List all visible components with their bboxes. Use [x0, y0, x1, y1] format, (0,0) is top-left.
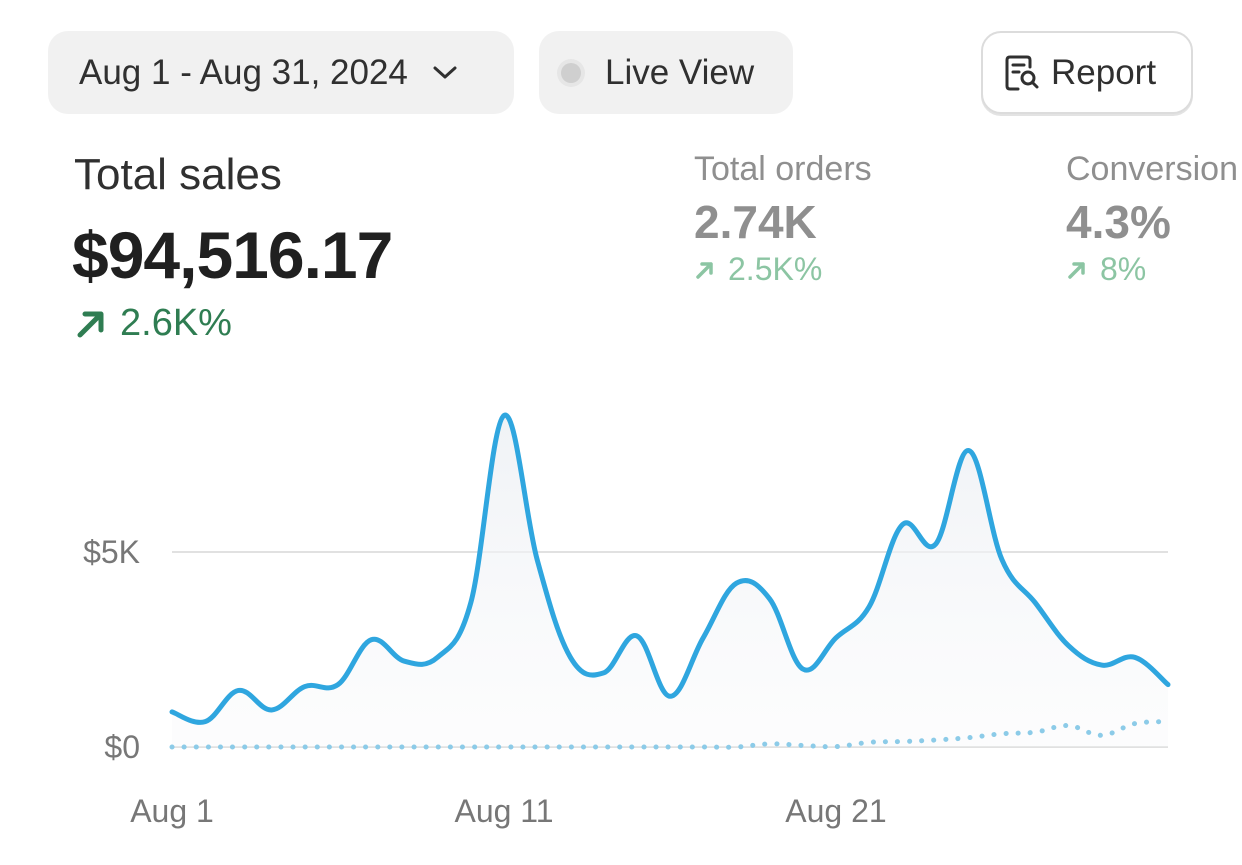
live-status-dot-icon [561, 62, 581, 83]
chevron-down-icon [430, 58, 460, 88]
total-orders-value: 2.74K [694, 196, 817, 248]
total-sales-label: Total sales [74, 150, 282, 199]
total-orders-delta: 2.5K% [694, 251, 872, 288]
date-range-label: Aug 1 - Aug 31, 2024 [79, 52, 408, 92]
report-label: Report [1051, 52, 1157, 92]
x-tick-label: Aug 11 [454, 793, 553, 829]
x-tick-label: Aug 1 [130, 793, 214, 829]
arrow-up-right-icon [77, 311, 104, 337]
conversion-value: 4.3% [1066, 196, 1171, 248]
y-tick-label: $0 [104, 729, 140, 765]
report-button[interactable]: Report [981, 31, 1193, 114]
total-orders-metric[interactable]: Total orders 2.74K 2.5K% [694, 150, 872, 288]
current-period-line[interactable] [169, 412, 1171, 725]
total-sales-delta-value: 2.6K% [120, 302, 232, 344]
y-tick-label: $5K [83, 534, 140, 570]
report-search-icon [1003, 53, 1043, 93]
date-range-picker[interactable]: Aug 1 - Aug 31, 2024 [48, 31, 514, 114]
conversion-metric[interactable]: Conversion 4.3% 8% [1066, 150, 1238, 288]
live-view-button[interactable]: Live View [539, 31, 793, 114]
previous-period-line[interactable] [169, 719, 1171, 750]
total-orders-label: Total orders [694, 150, 872, 188]
current-period-area [172, 415, 1168, 747]
total-sales-value: $94,516.17 [72, 218, 393, 292]
total-orders-delta-value: 2.5K% [728, 251, 823, 287]
conversion-delta-value: 8% [1100, 251, 1147, 287]
total-sales-delta: 2.6K% [74, 302, 232, 345]
live-view-label: Live View [605, 52, 755, 92]
conversion-label: Conversion [1066, 150, 1238, 188]
x-tick-label: Aug 21 [785, 793, 886, 829]
conversion-delta: 8% [1066, 251, 1238, 288]
sales-line-chart: $0 $5K Aug 1 Aug 11 Aug 21 [83, 412, 1171, 829]
arrow-up-right-icon [1068, 261, 1085, 279]
arrow-up-right-icon [696, 261, 713, 279]
